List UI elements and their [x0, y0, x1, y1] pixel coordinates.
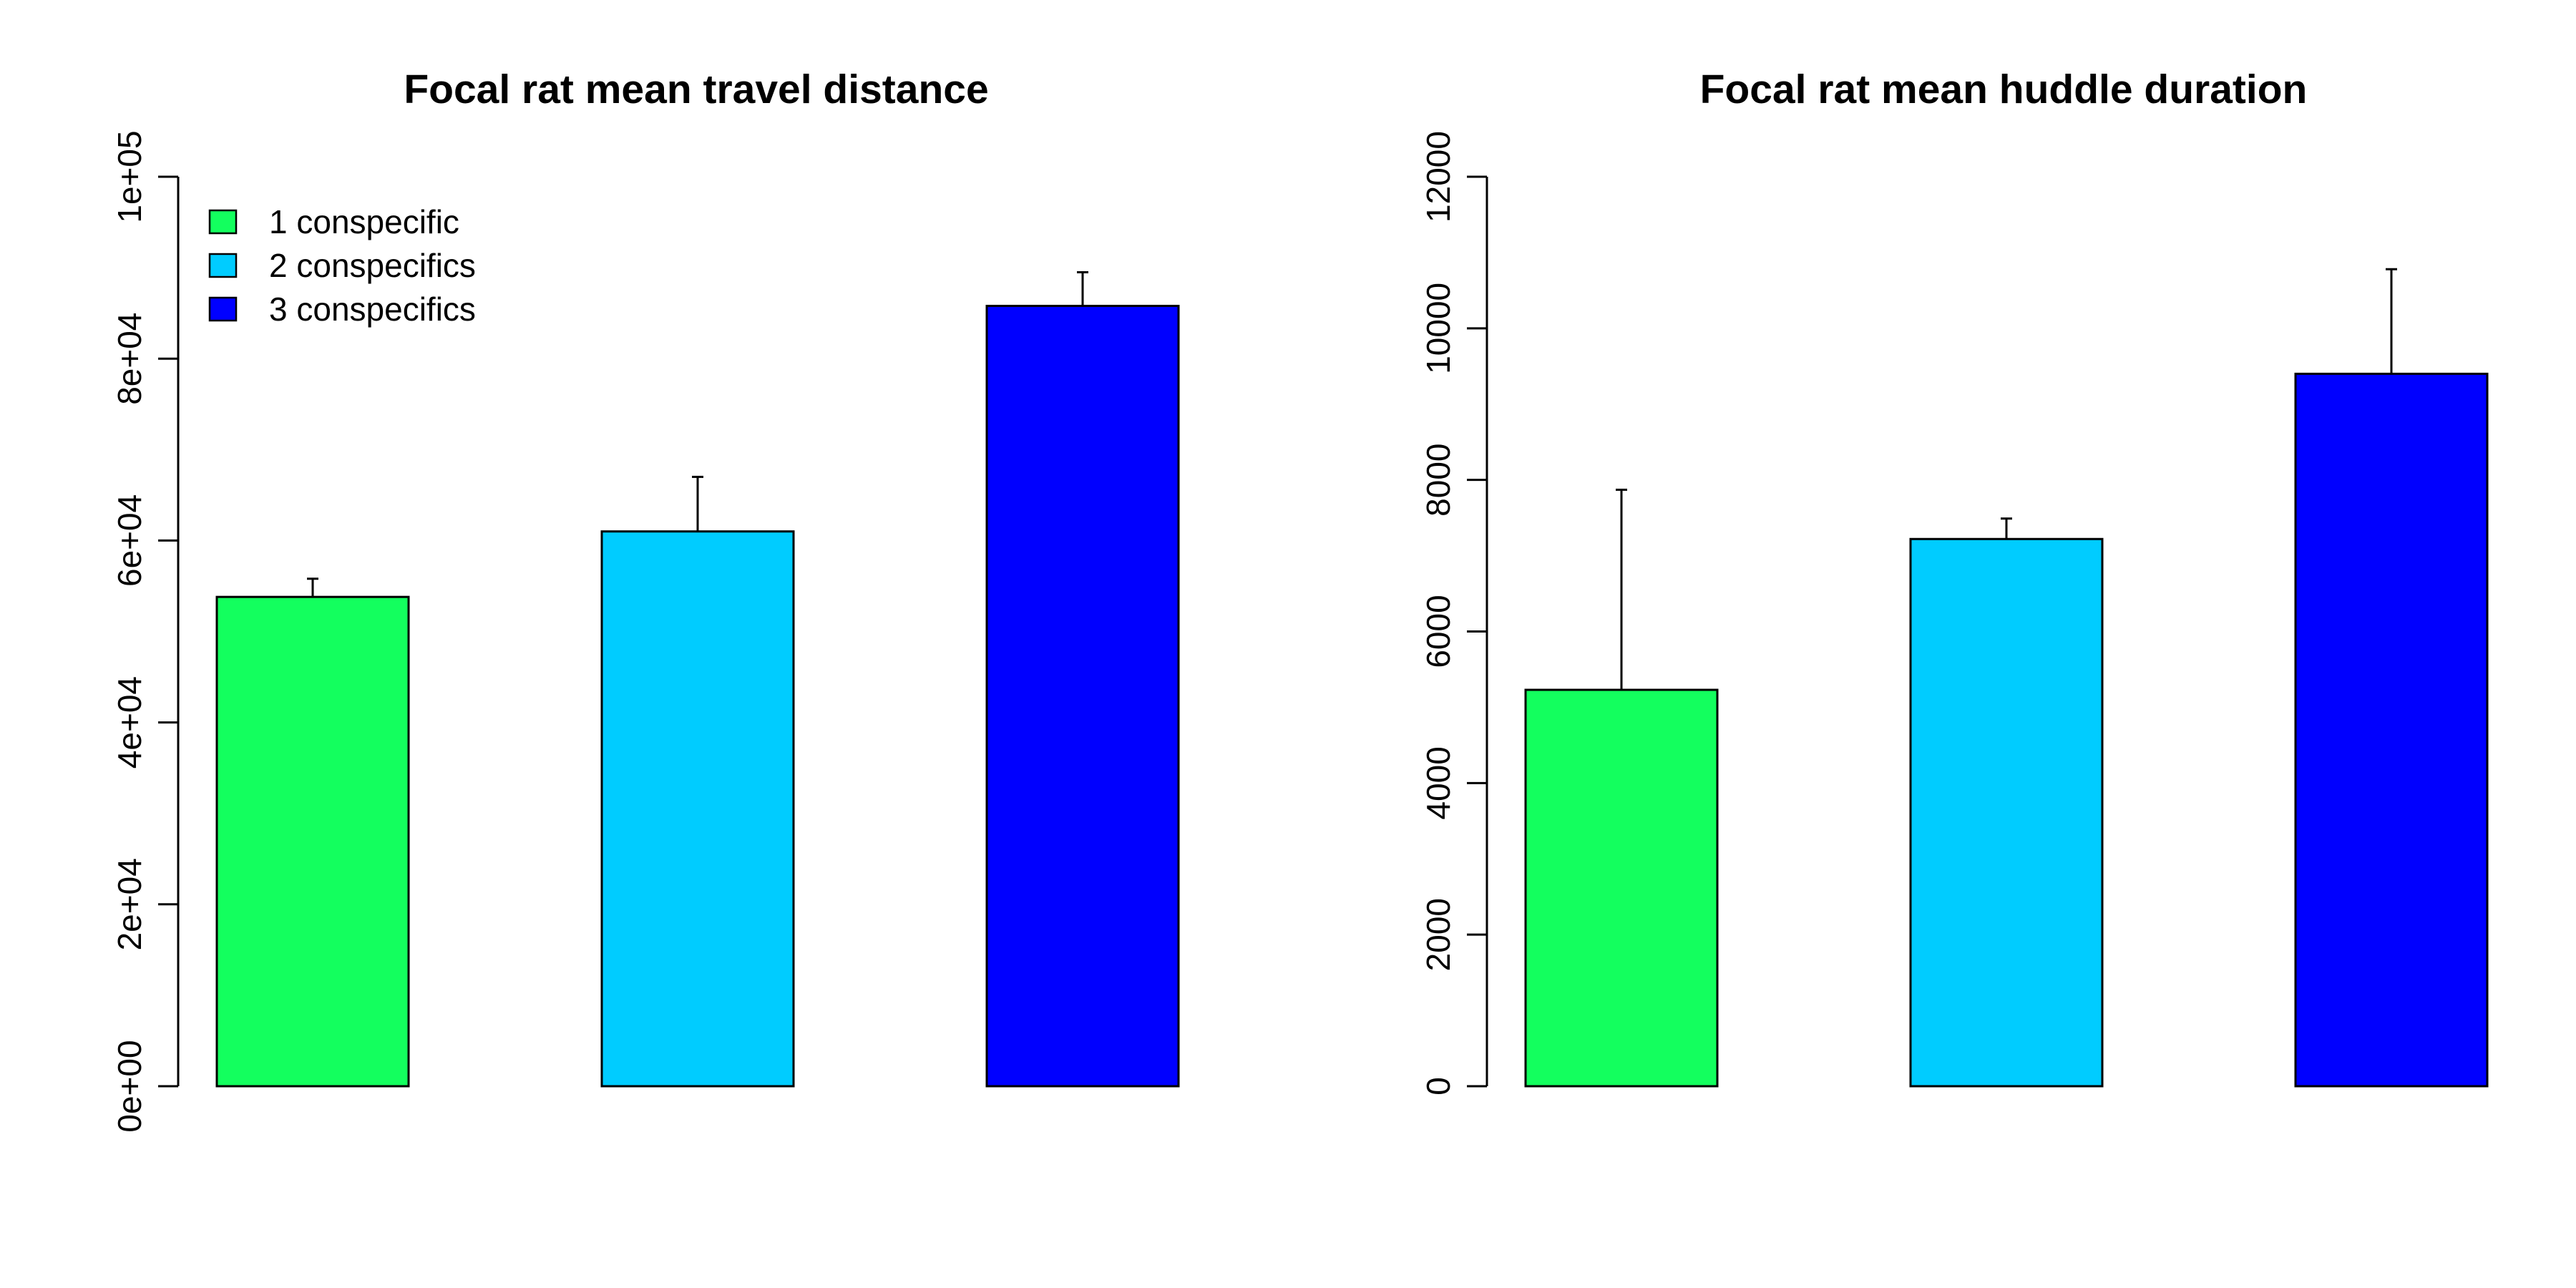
y-tick-label: 10000 — [1420, 283, 1457, 374]
plot-area: 0e+00 2e+04 4e+04 6e+04 8e+04 1e+05 — [111, 130, 1180, 1133]
legend-swatch — [208, 296, 238, 322]
y-tick-label: 8e+04 — [111, 313, 148, 405]
y-tick-label: 1e+05 — [111, 130, 148, 223]
y-tick-label: 8000 — [1420, 443, 1457, 516]
legend: 1 conspecific 2 conspecifics 3 conspecific… — [208, 203, 476, 328]
y-tick-label: 2e+04 — [111, 858, 148, 950]
legend-swatch — [208, 209, 238, 235]
y-tick-label: 0 — [1420, 1077, 1457, 1096]
y-tick-label: 6000 — [1420, 595, 1457, 668]
chart-title: Focal rat mean travel distance — [404, 67, 988, 112]
error-bar — [1077, 270, 1088, 306]
chart-title: Focal rat mean huddle duration — [1700, 67, 2308, 112]
error-bar — [2386, 268, 2397, 374]
huddle-duration-chart: Focal rat mean huddle duration 0 2000 4000… — [1420, 67, 2489, 1096]
plot-area: 0 2000 4000 6000 8000 10000 12000 — [1420, 131, 2489, 1096]
y-tick-label: 4e+04 — [111, 676, 148, 769]
bar — [1524, 688, 1719, 1088]
error-bar — [307, 577, 318, 597]
bar — [2294, 372, 2489, 1088]
bar — [985, 304, 1180, 1088]
bar — [600, 530, 795, 1088]
y-tick-label: 4000 — [1420, 746, 1457, 819]
legend-label: 2 conspecifics — [269, 247, 476, 284]
error-bar — [692, 475, 703, 532]
error-bar — [1616, 488, 1627, 691]
y-tick-label: 0e+00 — [111, 1040, 148, 1132]
bar — [1909, 537, 2104, 1088]
y-tick-label: 12000 — [1420, 131, 1457, 223]
legend-swatch — [208, 253, 238, 278]
bar — [215, 595, 410, 1088]
error-bar — [2001, 517, 2012, 540]
legend-label: 3 conspecifics — [269, 291, 476, 328]
legend-label: 1 conspecific — [269, 203, 459, 240]
y-tick-label: 6e+04 — [111, 494, 148, 587]
y-tick-label: 2000 — [1420, 898, 1457, 971]
travel-distance-chart: Focal rat mean travel distance 0e+00 2e+0… — [111, 67, 1180, 1133]
